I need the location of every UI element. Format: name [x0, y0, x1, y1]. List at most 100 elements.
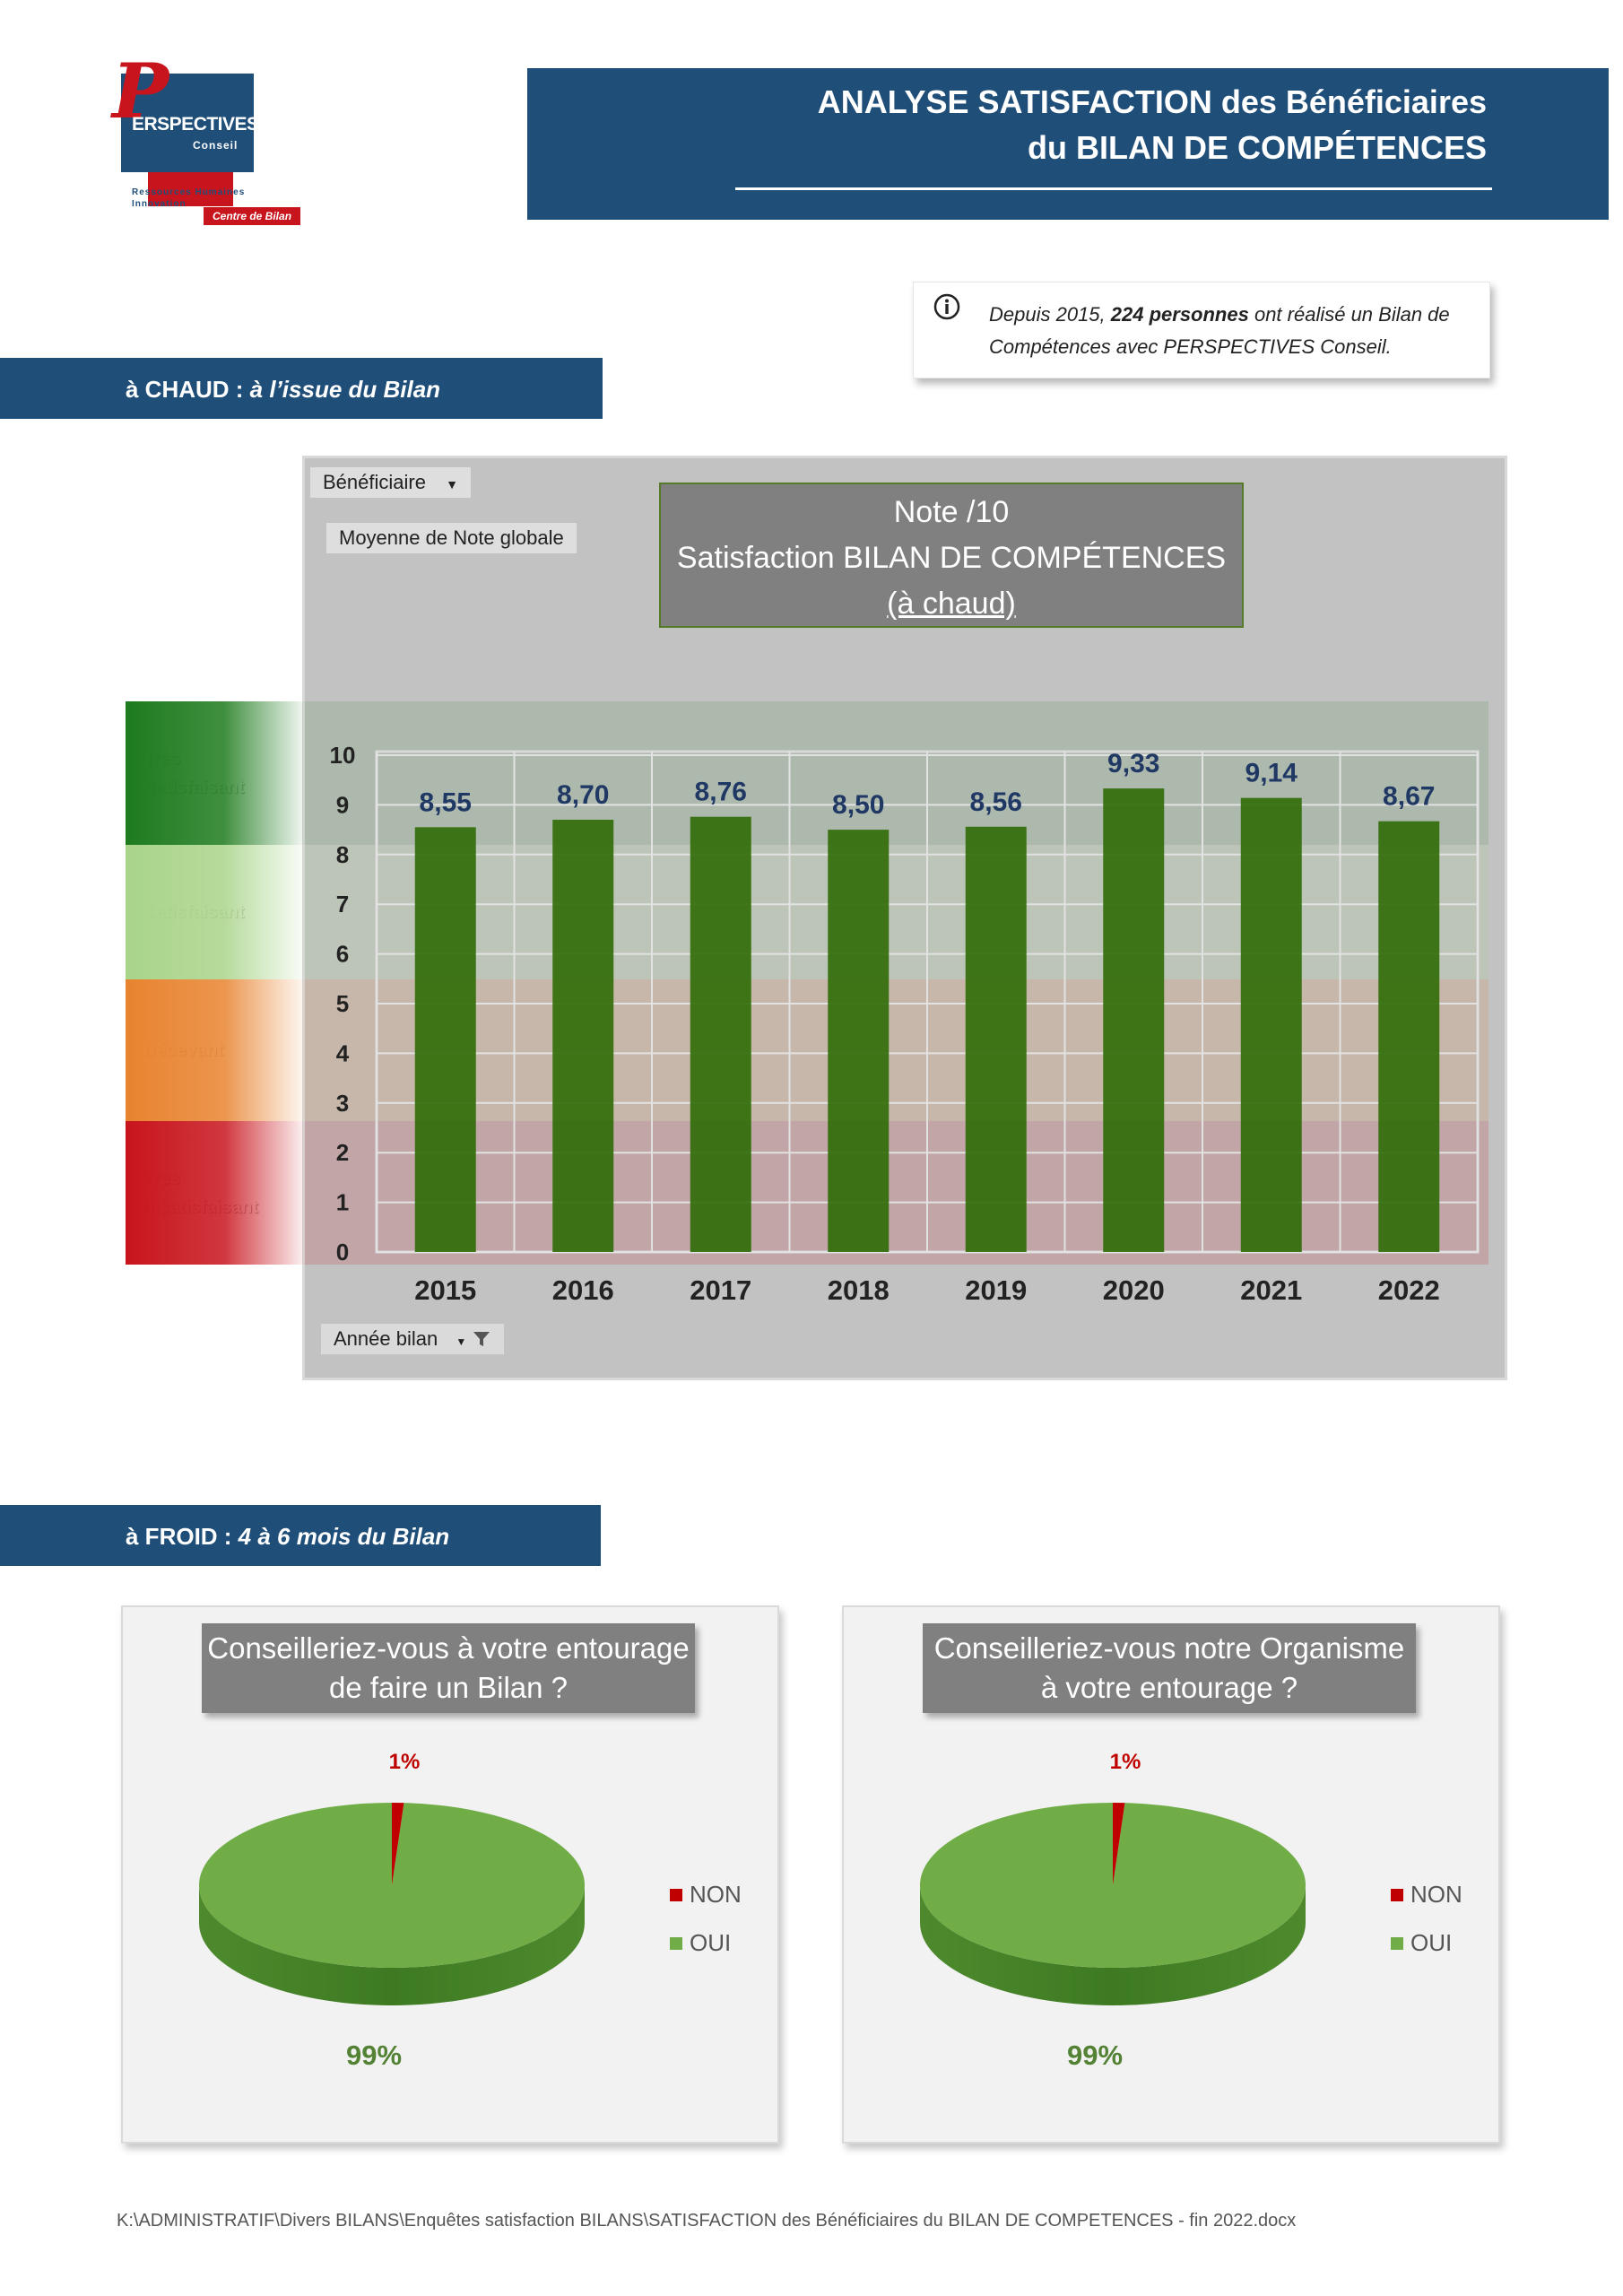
y-tick-label: 2 [336, 1139, 349, 1166]
pie-title-line1: Conseilleriez-vous notre Organisme [933, 1631, 1405, 1665]
legend-label-non: NON [690, 1881, 742, 1908]
axis-field-filter-button[interactable]: Année bilan ▼ [321, 1324, 505, 1354]
footer-file-path: K:\ADMINISTRATIF\Divers BILANS\Enquêtes … [117, 2211, 1297, 2231]
y-tick-label: 8 [336, 841, 349, 868]
chart-title-line1: Note /10 [893, 495, 1010, 529]
legend-swatch-oui [1391, 1937, 1403, 1950]
logo-badge: Centre de Bilan [204, 207, 301, 225]
bar [1378, 821, 1440, 1252]
header-title-line2: du BILAN DE COMPÉTENCES [1027, 129, 1487, 166]
info-text: Depuis 2015, 224 personnes ont réalisé u… [989, 299, 1475, 363]
pie-side-wall [920, 1885, 1306, 2005]
bar [828, 830, 890, 1252]
header-title-line1: ANALYSE SATISFACTION des Bénéficiaires [817, 83, 1487, 120]
x-tick-label: 2022 [1378, 1274, 1440, 1306]
legend-label-non: NON [1410, 1881, 1462, 1908]
bar [690, 816, 751, 1252]
y-tick-label: 1 [336, 1189, 349, 1216]
company-logo: P ERSPECTIVES Conseil Ressources Humaine… [112, 54, 318, 233]
pie-chart-svg: 1% 99% [199, 1750, 586, 2071]
band-label-background [126, 979, 305, 1121]
bar-value-label: 8,50 [832, 790, 884, 820]
band-overlay [305, 845, 1488, 979]
section-chaud-prefix: à CHAUD : [126, 376, 250, 403]
logo-tagline-2: Innovation [132, 199, 187, 209]
pie-side-wall [199, 1885, 585, 2005]
bar [552, 820, 614, 1252]
legend-swatch-non [1391, 1889, 1403, 1901]
band-label-background [126, 1121, 305, 1265]
legend-item-non: NON [1391, 1881, 1462, 1909]
logo-tagline: Ressources Humaines Innovation [132, 187, 245, 210]
band-overlay [305, 979, 1488, 1121]
pie-title-line2: de faire un Bilan ? [328, 1671, 568, 1704]
bar-chart-svg: 0 1 2 3 4 5 6 7 8 9 10 8,55 2015 8,70 2016 8,76 2017 8,50… [126, 701, 1488, 1306]
y-tick-label: 9 [336, 791, 349, 818]
bar-value-label: 8,76 [695, 778, 747, 807]
dropdown-arrow-icon: ▼ [446, 477, 458, 491]
pie-title-line1: Conseilleriez-vous à votre entourage [207, 1631, 690, 1665]
bar [1240, 797, 1302, 1252]
section-chaud-label: à CHAUD : à l’issue du Bilan [126, 376, 440, 404]
info-text-pre: Depuis 2015, [989, 303, 1111, 326]
pie-label-oui: 99% [346, 2039, 402, 2071]
pie-chart-title: Conseilleriez-vous à votre entourage de … [202, 1623, 695, 1713]
pie-title-line2: à votre entourage ? [1040, 1671, 1298, 1704]
legend-item-non: NON [670, 1881, 742, 1909]
logo-tagline-1: Ressources Humaines [132, 187, 246, 197]
info-text-bold: 224 personnes [1110, 303, 1249, 326]
section-chaud: à CHAUD : à l’issue du Bilan [0, 358, 603, 419]
bar-value-label: 8,70 [557, 780, 609, 810]
x-tick-label: 2019 [965, 1274, 1027, 1306]
pie-label-non: 1% [1110, 1750, 1141, 1774]
pie-slice-non [1113, 1803, 1125, 1885]
axis-field-label: Année bilan [334, 1327, 438, 1350]
pie-chart-panel-entourage: Conseilleriez-vous à votre entourage de … [121, 1605, 779, 2144]
logo-brand: ERSPECTIVES [132, 114, 259, 135]
x-tick-label: 2018 [828, 1274, 890, 1306]
measure-label: Moyenne de Note globale [326, 523, 577, 553]
bar-value-label: 9,33 [1107, 749, 1159, 778]
x-tick-label: 2021 [1240, 1274, 1302, 1306]
chart-title-line3: (à chaud) [661, 581, 1242, 627]
y-tick-label: 6 [336, 941, 349, 968]
header-rule [735, 187, 1492, 190]
legend-item-oui: OUI [1391, 1929, 1452, 1957]
filter-beneficiaire-button[interactable]: Bénéficiaire ▼ [310, 467, 471, 498]
dropdown-arrow-icon: ▼ [456, 1335, 467, 1348]
section-froid-label: à FROID : 4 à 6 mois du Bilan [126, 1523, 449, 1551]
x-tick-label: 2017 [690, 1274, 751, 1306]
section-froid-prefix: à FROID : [126, 1523, 239, 1550]
filter-funnel-icon [473, 1332, 490, 1346]
pie-slice-oui [920, 1803, 1306, 1968]
bar [414, 827, 476, 1252]
y-tick-label: 10 [330, 742, 356, 769]
chart-title: Note /10 Satisfaction BILAN DE COMPÉTENC… [659, 483, 1244, 628]
logo-blue-square [121, 74, 254, 172]
x-tick-label: 2016 [552, 1274, 614, 1306]
legend-item-oui: OUI [670, 1929, 731, 1957]
section-chaud-italic: à l’issue du Bilan [249, 376, 441, 403]
y-tick-label: 5 [336, 990, 349, 1017]
pie-slice-oui [199, 1803, 586, 1968]
chart-title-line3-text: (à chaud) [887, 587, 1016, 621]
pie-slice-non [392, 1803, 404, 1885]
logo-subtitle: Conseil [193, 139, 239, 152]
bar-value-label: 8,67 [1383, 782, 1435, 812]
x-tick-label: 2020 [1103, 1274, 1165, 1306]
logo-initial: P [112, 47, 169, 135]
band-label-background [126, 845, 305, 979]
legend-swatch-oui [670, 1937, 682, 1950]
bar-chart-panel: Bénéficiaire ▼ Moyenne de Note globale N… [302, 456, 1507, 1380]
section-froid-italic: 4 à 6 mois du Bilan [238, 1523, 450, 1550]
bar-value-label: 8,56 [970, 787, 1022, 817]
legend-label-oui: OUI [1410, 1929, 1453, 1956]
pie-chart-title: Conseilleriez-vous notre Organisme à vot… [923, 1623, 1416, 1713]
bar [965, 826, 1027, 1252]
y-tick-label: 3 [336, 1090, 349, 1117]
pie-label-non: 1% [389, 1750, 421, 1774]
filter-beneficiaire-label: Bénéficiaire [323, 471, 426, 493]
band-overlay [305, 1121, 1488, 1265]
bar-value-label: 8,55 [420, 787, 472, 817]
pie-label-oui: 99% [1067, 2039, 1123, 2071]
